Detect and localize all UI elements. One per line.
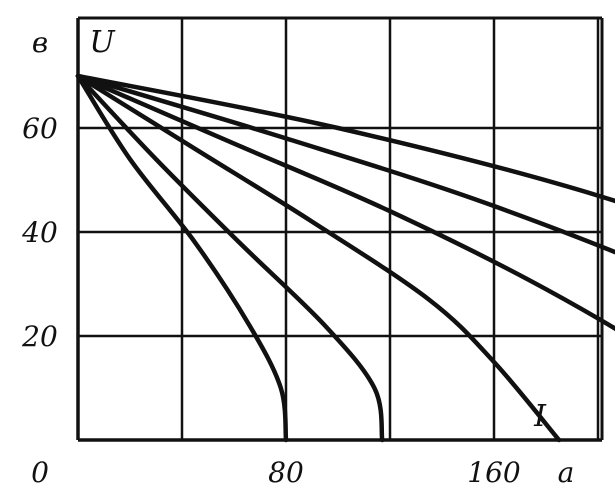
x-axis-letter: I — [533, 399, 547, 434]
series-curve-2 — [75, 73, 385, 443]
y-tick-label: 40 — [21, 216, 58, 249]
series-curve-6 — [75, 73, 615, 204]
y-tick-label: 20 — [21, 320, 58, 353]
y-unit-label: в — [32, 26, 48, 59]
series-curve-1 — [75, 73, 289, 443]
origin-label: 0 — [31, 456, 49, 489]
x-tick-label: 160 — [467, 456, 520, 489]
series-curve-4 — [75, 73, 615, 332]
curve-group — [75, 73, 615, 443]
x-tick-label: 80 — [268, 456, 304, 489]
label-group: в U I a 0 80160240320204060 — [21, 25, 575, 489]
grid — [76, 16, 604, 442]
x-unit-label: a — [558, 456, 575, 489]
series-curve-3 — [75, 73, 562, 443]
y-axis-letter: U — [89, 25, 116, 60]
series-curve-5 — [75, 73, 615, 255]
y-tick-label: 60 — [22, 112, 58, 145]
